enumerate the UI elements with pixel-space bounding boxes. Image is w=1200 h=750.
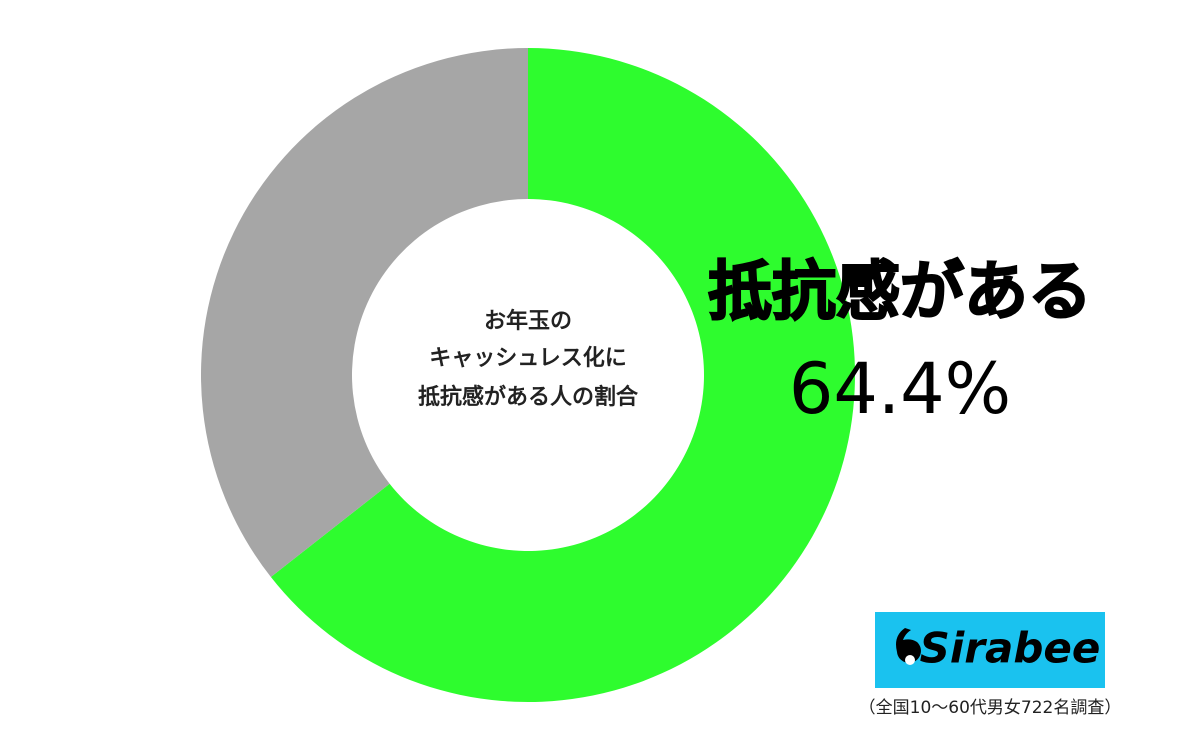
note: （全国10〜60代男女722名調査） [859,698,1122,718]
logo-text: Sirabee [920,624,1101,673]
category-label: 抵抗感がある [708,256,1092,330]
logo-icon [896,628,921,663]
donut [201,47,856,703]
donut-slice [270,48,856,703]
donut-slice [201,47,528,578]
logo-icon-eye [905,655,915,665]
center-text: キャッシュレス化に [429,345,627,371]
center-text: お年玉の [484,308,572,334]
center-text: 抵抗感がある人の割合 [418,384,639,410]
logo: Sirabee [875,612,1105,688]
value-label: 64.4% [789,348,1011,430]
